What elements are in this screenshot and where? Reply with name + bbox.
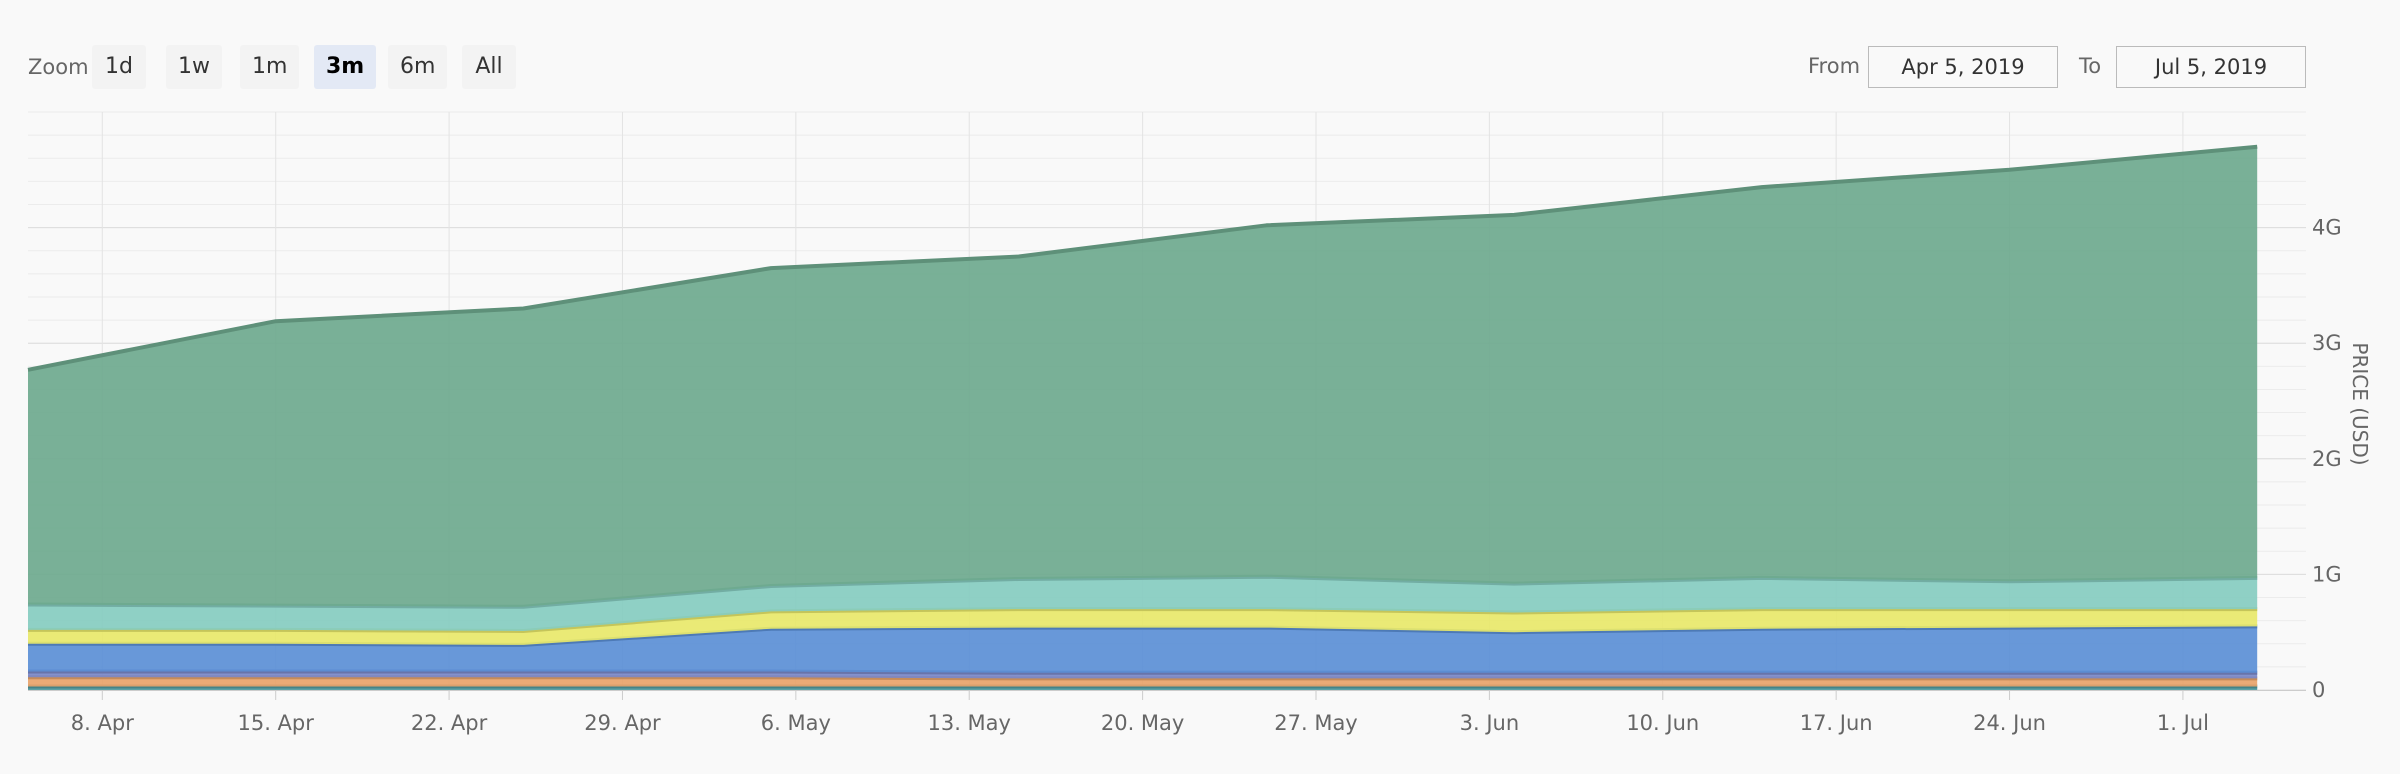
- zoom-1w-button[interactable]: 1w: [166, 45, 222, 89]
- from-label: From: [1808, 54, 1861, 78]
- zoom-1m-button[interactable]: 1m: [240, 45, 300, 89]
- x-tick-label: 8. Apr: [71, 711, 134, 735]
- zoom-all-button[interactable]: All: [462, 45, 516, 89]
- series-area-6: [28, 146, 2258, 607]
- series-areas: [27, 144, 2258, 690]
- x-tick-label: 29. Apr: [584, 711, 661, 735]
- x-tick-label: 20. May: [1101, 711, 1185, 735]
- x-tick-label: 22. Apr: [411, 711, 488, 735]
- x-tick-label: 27. May: [1274, 711, 1358, 735]
- x-tick-label: 3. Jun: [1460, 711, 1520, 735]
- chart-toolbar: Zoom 1d 1w 1m 3m 6m All From To: [0, 0, 2400, 110]
- y-tick-label: 0: [2312, 678, 2325, 702]
- x-tick-label: 6. May: [761, 711, 831, 735]
- x-tick-label: 1. Jul: [2157, 711, 2209, 735]
- series-area-4: [28, 609, 2258, 645]
- zoom-6m-button[interactable]: 6m: [388, 45, 448, 89]
- series-line-6: [27, 144, 2258, 372]
- x-tick-label: 10. Jun: [1626, 711, 1699, 735]
- y-tick-label: 3G: [2312, 331, 2342, 355]
- zoom-1d-button[interactable]: 1d: [92, 45, 146, 89]
- series-area-5: [28, 576, 2258, 631]
- x-tick-label: 17. Jun: [1800, 711, 1873, 735]
- y-tick-label: 1G: [2312, 562, 2342, 586]
- from-date-input[interactable]: [1868, 46, 2058, 88]
- x-axis: 8. Apr 15. Apr 22. Apr 29. Apr 6. May 13. May…: [71, 690, 2209, 735]
- y-tick-label: 2G: [2312, 447, 2342, 471]
- series-area-3: [28, 626, 2258, 673]
- y-tick-label: 4G: [2312, 216, 2342, 240]
- to-date-input[interactable]: [2116, 46, 2306, 88]
- x-tick-label: 24. Jun: [1973, 711, 2046, 735]
- x-tick-label: 15. Apr: [237, 711, 314, 735]
- y-axis-title: PRICE (USD): [2348, 342, 2372, 465]
- zoom-label: Zoom: [28, 55, 89, 79]
- x-tick-label: 13. May: [927, 711, 1011, 735]
- zoom-3m-button[interactable]: 3m: [314, 45, 377, 89]
- to-label: To: [2079, 54, 2102, 78]
- y-axis: 0 1G 2G 3G 4G: [2312, 216, 2342, 702]
